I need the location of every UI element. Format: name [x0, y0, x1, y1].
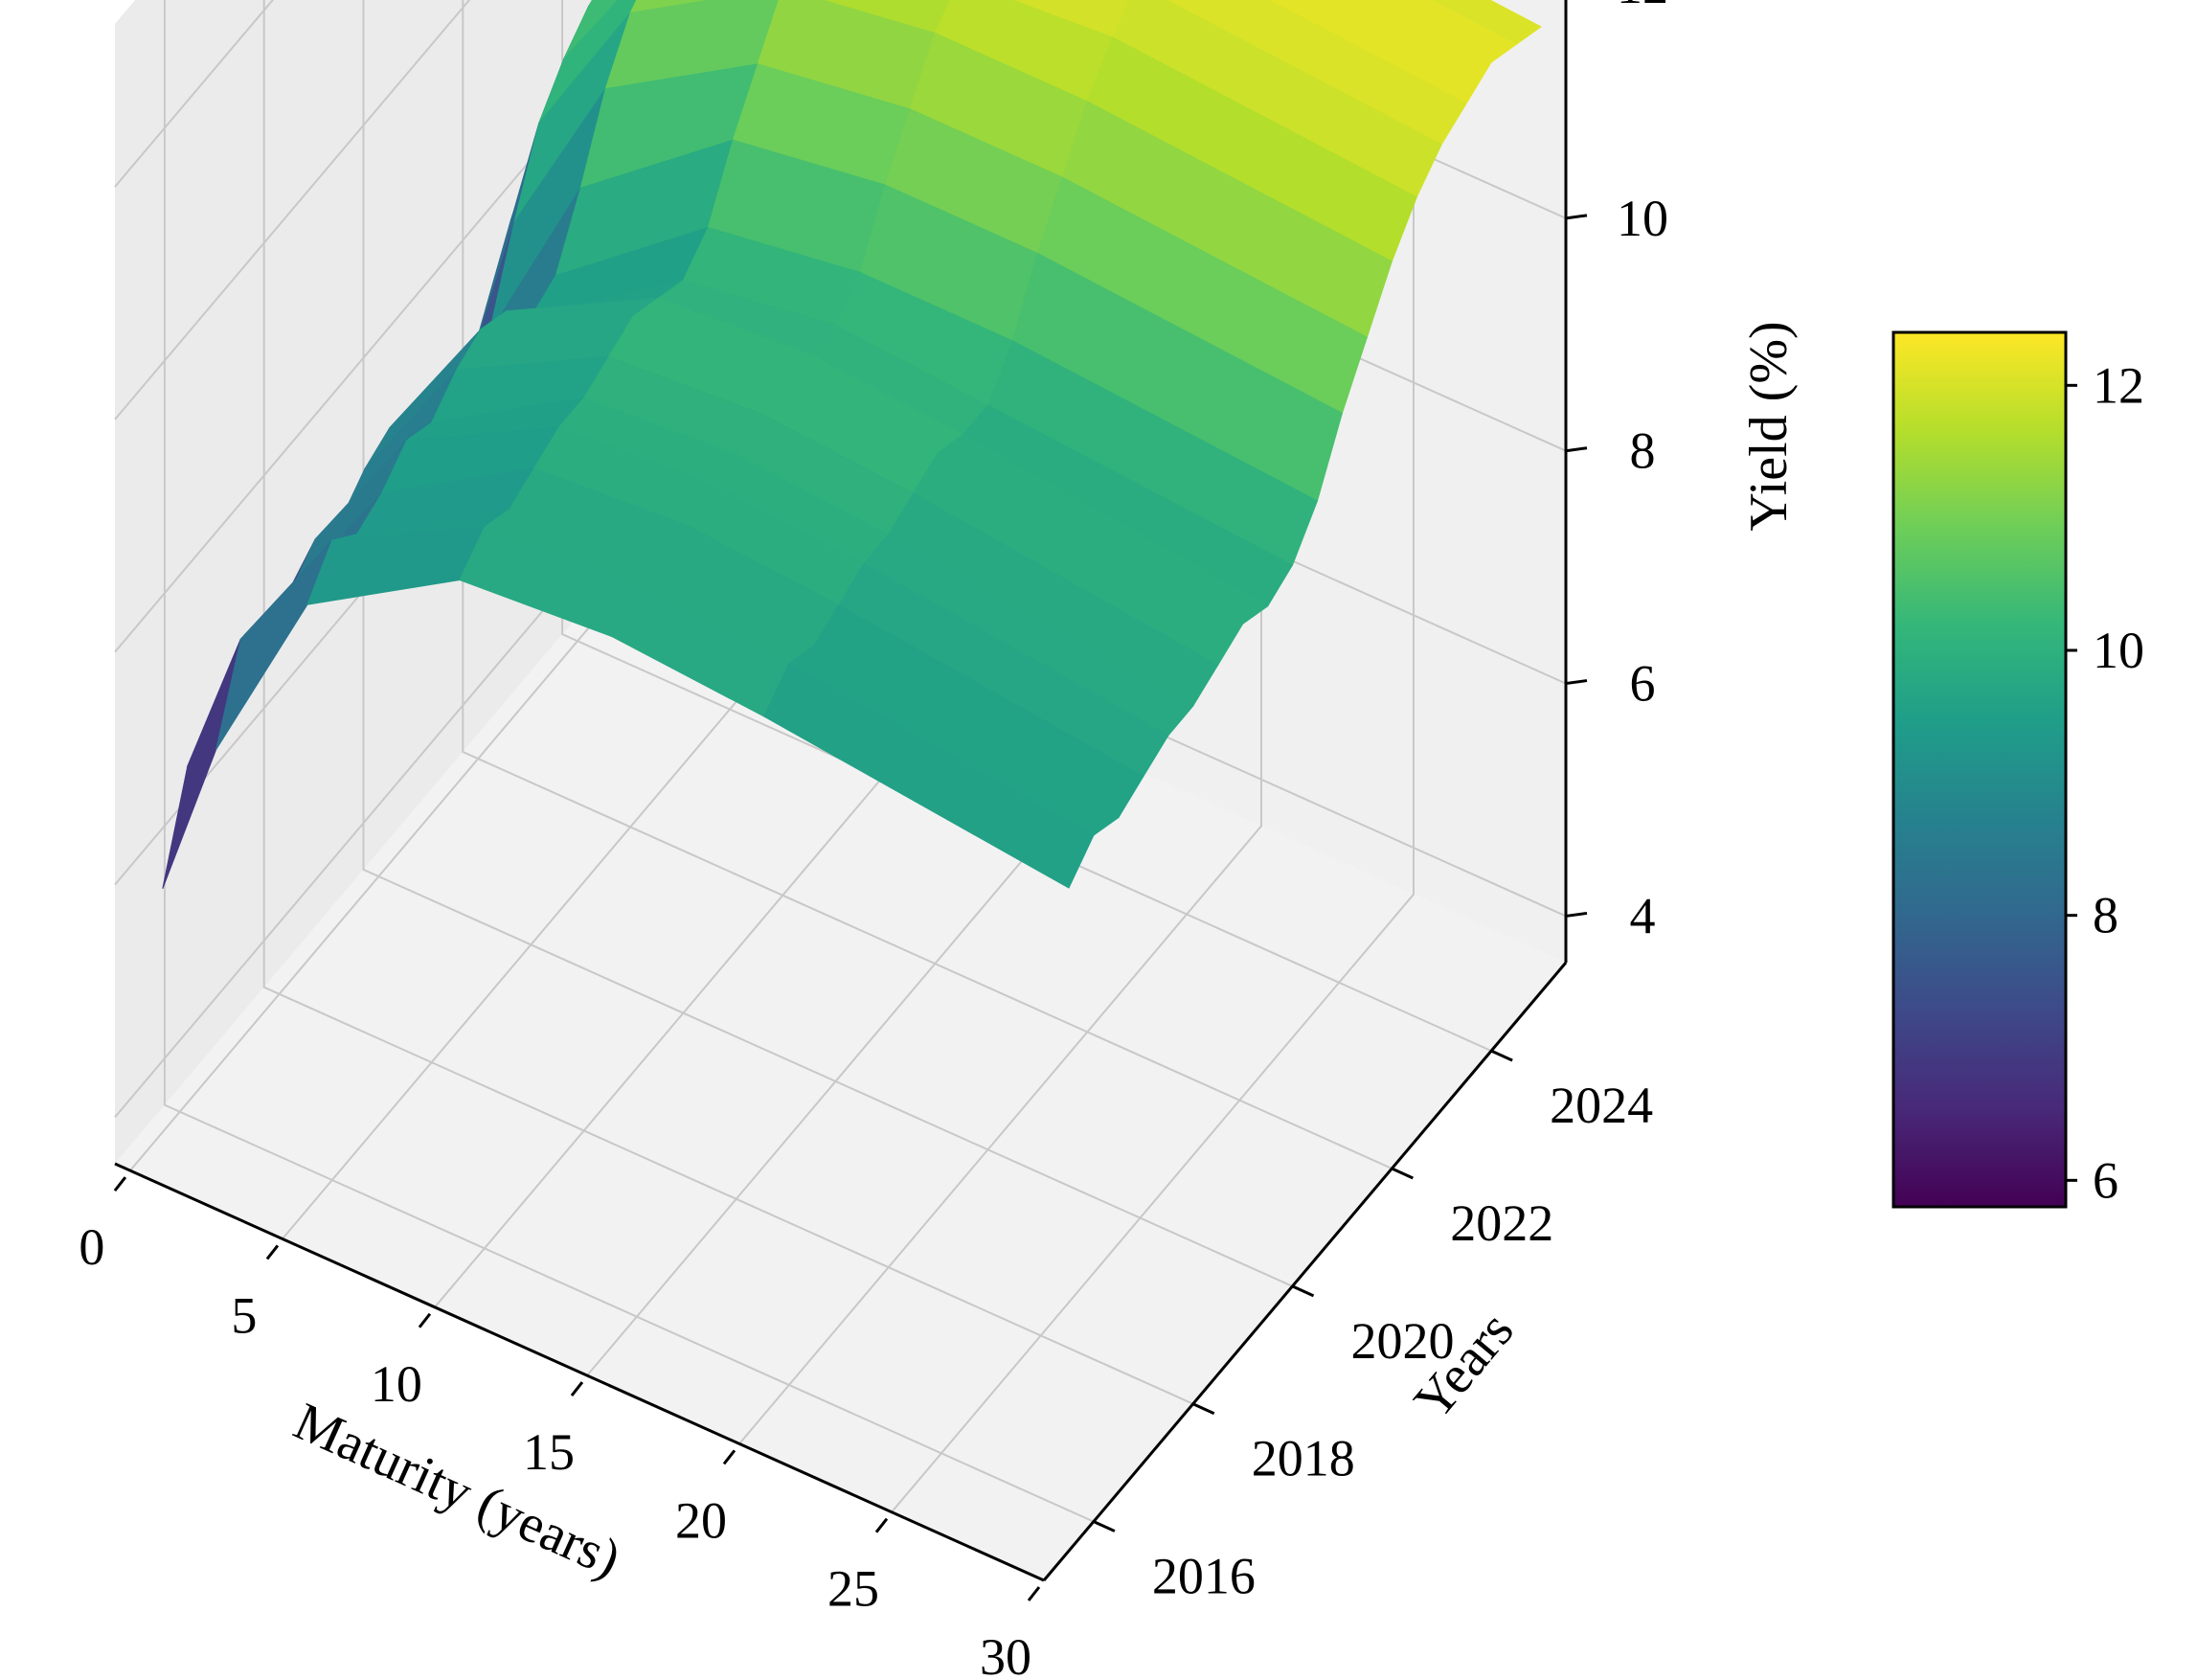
tick-labels: 0 5 10 15 20 25 30 2016 2018 2020 2022 2024 4 6 8 10 12 — [79, 0, 1668, 1680]
z-tick-label: 10 — [1617, 190, 1668, 247]
x-tick-label: 5 — [231, 1286, 257, 1344]
y-tick-label: 2016 — [1152, 1548, 1256, 1605]
x-tick-mark — [722, 1449, 736, 1465]
x-tick-label: 30 — [980, 1628, 1031, 1680]
x-tick-mark — [113, 1176, 127, 1192]
colorbar-gradient — [1891, 330, 2068, 1209]
y-tick-label: 2022 — [1450, 1194, 1553, 1252]
x-axis-label: Maturity (years) — [285, 1392, 629, 1589]
x-tick-label: 0 — [79, 1218, 104, 1276]
grid-line-y — [561, 0, 1492, 1053]
x-tick-mark — [1027, 1586, 1041, 1601]
z-tick-label: 12 — [1617, 0, 1668, 14]
z-tick-mark — [1565, 911, 1588, 918]
x-tick-label: 25 — [827, 1560, 879, 1618]
x-tick-mark — [570, 1381, 584, 1396]
z-tick-label: 6 — [1630, 655, 1656, 713]
x-axis-line — [114, 1162, 1045, 1582]
x-tick-label: 15 — [523, 1423, 575, 1481]
y-tick-mark — [1490, 1049, 1513, 1062]
axis-lines — [114, 0, 1568, 1582]
grid-line-y — [462, 0, 1393, 1169]
surface-plot — [162, 0, 1542, 889]
y-tick-mark — [1291, 1284, 1315, 1298]
colorbar: 6 8 10 12 — [1891, 330, 2144, 1209]
y-tick-label: 2018 — [1252, 1430, 1355, 1487]
grid-line-y — [163, 0, 1095, 1523]
x-tick-mark — [418, 1312, 432, 1328]
z-axis-label: Yield (%) — [1739, 321, 1799, 531]
z-tick-mark — [1565, 214, 1588, 220]
y-tick-mark — [1391, 1167, 1414, 1180]
colorbar-tick-label: 12 — [2093, 356, 2144, 414]
surface-patch — [763, 663, 1095, 889]
z-tick-mark — [1565, 679, 1588, 686]
x-tick-label: 20 — [675, 1491, 727, 1549]
colorbar-tick-label: 6 — [2093, 1151, 2118, 1209]
x-tick-label: 10 — [371, 1355, 422, 1413]
y-tick-mark — [1093, 1520, 1116, 1532]
z-tick-mark — [1565, 446, 1588, 453]
colorbar-tick-label: 10 — [2093, 622, 2144, 679]
x-tick-mark — [265, 1244, 280, 1260]
grid-line-y — [362, 0, 1293, 1287]
y-axis-line — [1042, 962, 1568, 1581]
y-tick-mark — [1192, 1402, 1215, 1416]
surface-patch — [1430, 0, 1542, 45]
y-tick-label: 2020 — [1351, 1312, 1455, 1370]
z-tick-label: 8 — [1630, 422, 1656, 480]
y-tick-label: 2024 — [1550, 1077, 1653, 1134]
grid-line-y — [262, 0, 1194, 1405]
colorbar-tick-label: 8 — [2093, 887, 2118, 944]
z-tick-label: 4 — [1630, 887, 1656, 944]
x-tick-mark — [874, 1517, 889, 1533]
floor-pane — [115, 546, 1566, 1580]
